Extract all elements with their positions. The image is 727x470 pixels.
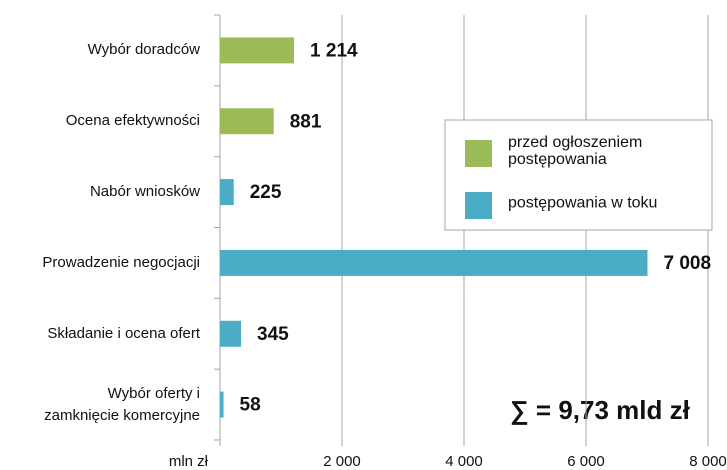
- y-tick-label: Prowadzenie negocjacji: [42, 253, 200, 271]
- value-label: 881: [290, 111, 322, 132]
- value-label: 7 008: [663, 253, 711, 274]
- y-tick-label: Wybór doradców: [87, 41, 200, 59]
- value-label: 1 214: [310, 40, 358, 61]
- y-tick-label: Wybór oferty i zamknięcie komercyjne: [44, 384, 200, 424]
- value-label: 58: [240, 395, 261, 416]
- y-tick-label: Nabór wniosków: [89, 183, 200, 201]
- legend-label: przed ogłoszeniem postępowania: [508, 134, 643, 168]
- legend-label: postępowania w toku: [508, 194, 658, 212]
- value-label: 225: [250, 182, 282, 203]
- bar: [220, 108, 274, 135]
- bar: [220, 37, 295, 64]
- x-axis-label: mln zł: [169, 453, 209, 470]
- value-label: 345: [257, 324, 289, 345]
- bar: [220, 391, 224, 418]
- x-tick-label: 2 000: [323, 453, 361, 470]
- bar: [220, 320, 242, 347]
- bar: [220, 249, 648, 276]
- legend-swatch: [465, 192, 492, 219]
- annotation: ∑ = 9,73 mld zł: [510, 395, 690, 425]
- y-tick-label: Ocena efektywności: [65, 112, 200, 130]
- x-tick-label: 8 000: [689, 453, 727, 470]
- bar: [220, 179, 234, 206]
- y-tick-label: Składanie i ocena ofert: [47, 324, 200, 342]
- x-tick-label: 4 000: [445, 453, 483, 470]
- x-tick-label: 6 000: [567, 453, 605, 470]
- legend-swatch: [465, 140, 492, 167]
